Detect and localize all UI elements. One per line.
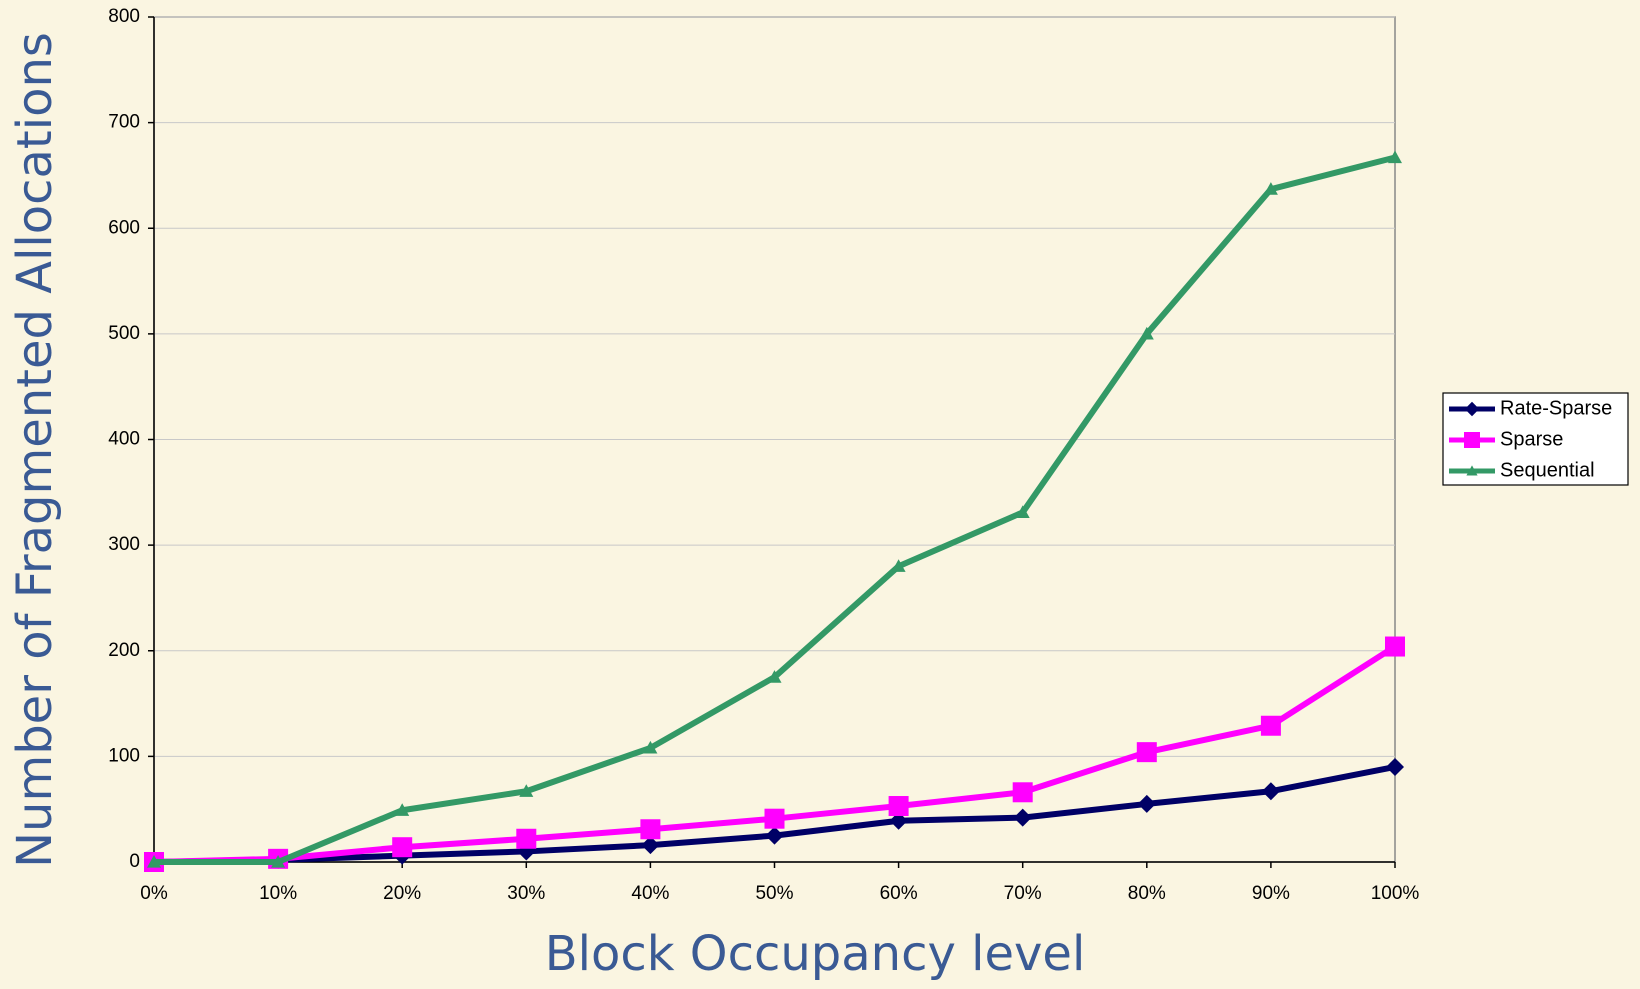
x-tick-label: 20% [383, 883, 421, 904]
marker [1260, 715, 1281, 736]
marker [889, 811, 908, 830]
x-tick-label: 10% [259, 883, 297, 904]
y-tick-label: 300 [108, 534, 140, 555]
marker [1261, 782, 1280, 801]
marker [764, 808, 785, 829]
marker [643, 740, 658, 754]
marker [1015, 505, 1030, 518]
y-tick-label: 100 [108, 745, 140, 766]
marker [392, 837, 413, 858]
y-tick-label: 500 [108, 323, 140, 344]
y-tick-label: 400 [108, 429, 140, 450]
marker [1139, 326, 1154, 340]
marker [519, 784, 534, 797]
legend-label: Sequential [1500, 459, 1595, 481]
marker [1136, 742, 1157, 763]
marker [1464, 432, 1480, 448]
marker [395, 803, 410, 816]
marker [1466, 465, 1478, 476]
x-tick-label: 40% [631, 883, 669, 904]
legend-label: Sparse [1500, 428, 1563, 450]
marker [640, 819, 661, 840]
legend: Rate-Sparse Sparse Sequential [1442, 392, 1629, 486]
x-tick-label: 100% [1371, 883, 1420, 904]
x-tick-label: 60% [880, 883, 918, 904]
x-axis-title: Block Occupancy level [545, 926, 1086, 982]
marker [765, 826, 784, 845]
marker [516, 828, 537, 849]
x-tick-label: 90% [1252, 883, 1290, 904]
legend-label: Rate-Sparse [1500, 397, 1612, 419]
marker [271, 855, 286, 868]
x-tick-label: 30% [507, 883, 545, 904]
y-tick-label: 800 [108, 6, 140, 27]
marker [1012, 782, 1033, 803]
marker [1388, 150, 1402, 164]
marker [1385, 636, 1405, 657]
x-tick-label: 50% [755, 883, 793, 904]
y-tick-label: 600 [108, 217, 140, 238]
y-tick-label: 200 [108, 640, 140, 661]
marker [147, 855, 161, 868]
marker [1386, 757, 1404, 776]
marker [1263, 182, 1278, 195]
marker [1137, 794, 1156, 813]
x-tick-label: 70% [1004, 883, 1042, 904]
marker [641, 836, 660, 855]
y-axis-title: Number of Fragmented Allocations [7, 32, 63, 868]
marker [891, 559, 906, 572]
y-tick-label: 0 [129, 851, 140, 872]
marker [1013, 808, 1032, 827]
x-tick-label: 0% [140, 883, 168, 904]
marker [767, 670, 782, 683]
y-tick-label: 700 [108, 112, 140, 133]
marker [888, 796, 909, 817]
x-tick-label: 80% [1128, 883, 1166, 904]
marker [1464, 401, 1480, 417]
